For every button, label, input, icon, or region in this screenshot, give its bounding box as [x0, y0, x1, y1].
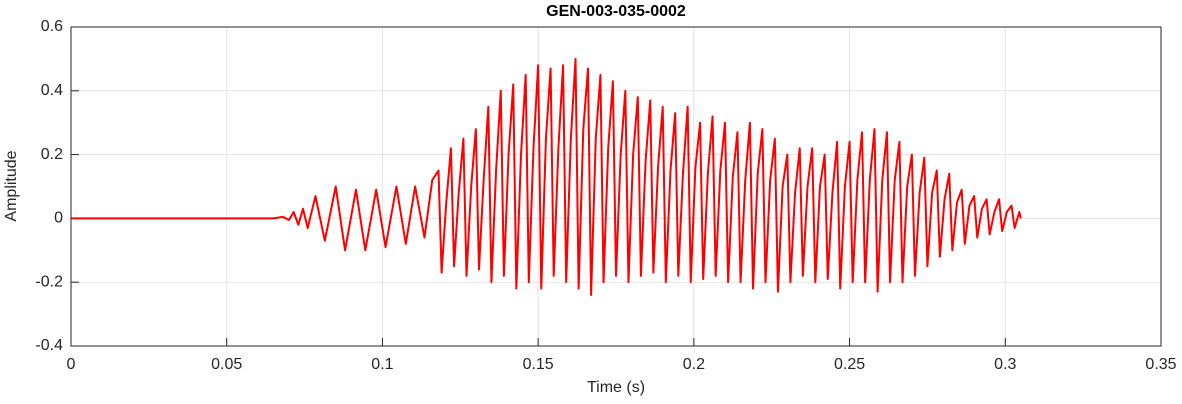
y-tick-label: 0.2	[41, 146, 63, 163]
y-tick-label: 0.4	[41, 82, 63, 99]
chart-title: GEN-003-035-0002	[546, 3, 686, 20]
y-tick-label: -0.2	[35, 273, 63, 290]
x-tick-label: 0	[67, 356, 76, 373]
y-tick-label: 0	[54, 210, 63, 227]
x-tick-label: 0.05	[211, 356, 242, 373]
x-tick-label: 0.15	[523, 356, 554, 373]
x-tick-label: 0.1	[371, 356, 393, 373]
x-tick-label: 0.2	[683, 356, 705, 373]
x-tick-label: 0.35	[1145, 356, 1176, 373]
line-series	[71, 57, 1022, 296]
x-tick-label: 0.3	[994, 356, 1016, 373]
plot-frame	[70, 26, 1162, 347]
x-axis-label: Time (s)	[587, 379, 645, 396]
y-axis-label: Amplitude	[3, 150, 20, 221]
plot-area	[71, 27, 1161, 346]
y-tick-label: -0.4	[35, 337, 63, 354]
y-tick-label: 0.6	[41, 18, 63, 35]
x-tick-label: 0.25	[834, 356, 865, 373]
